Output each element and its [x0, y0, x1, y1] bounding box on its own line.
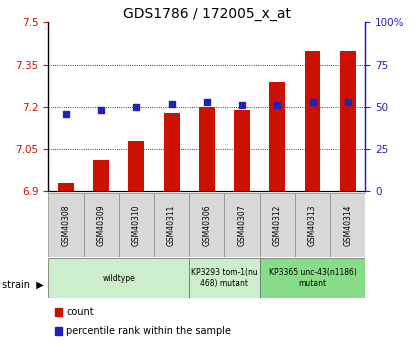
Bar — [260, 193, 295, 257]
Point — [274, 102, 281, 108]
Bar — [48, 258, 189, 298]
Text: GSM40310: GSM40310 — [132, 204, 141, 246]
Bar — [295, 193, 330, 257]
Point — [203, 99, 210, 105]
Text: GSM40312: GSM40312 — [273, 205, 282, 246]
Text: KP3365 unc-43(n1186)
mutant: KP3365 unc-43(n1186) mutant — [269, 268, 357, 288]
Point — [344, 99, 351, 105]
Bar — [234, 110, 250, 191]
Bar — [119, 193, 154, 257]
Text: GSM40311: GSM40311 — [167, 205, 176, 246]
Text: GSM40313: GSM40313 — [308, 204, 317, 246]
Title: GDS1786 / 172005_x_at: GDS1786 / 172005_x_at — [123, 7, 291, 21]
Bar — [330, 193, 365, 257]
Bar — [199, 107, 215, 191]
Bar — [58, 183, 74, 191]
Bar — [260, 258, 365, 298]
Point — [133, 104, 140, 110]
Text: strain  ▶: strain ▶ — [2, 280, 44, 289]
Bar — [189, 193, 224, 257]
Bar — [93, 160, 109, 191]
Text: GSM40314: GSM40314 — [343, 204, 352, 246]
Text: GSM40309: GSM40309 — [97, 204, 106, 246]
Text: GSM40308: GSM40308 — [61, 204, 71, 246]
Text: wildtype: wildtype — [102, 274, 135, 283]
Bar — [224, 193, 260, 257]
Bar — [304, 51, 320, 191]
Bar — [129, 141, 144, 191]
Bar — [48, 193, 84, 257]
Point — [309, 99, 316, 105]
Text: GSM40307: GSM40307 — [238, 204, 247, 246]
Text: count: count — [66, 307, 94, 317]
Bar — [269, 81, 285, 191]
Point — [98, 108, 105, 113]
Bar — [340, 51, 356, 191]
Point — [63, 111, 69, 117]
Bar — [154, 193, 189, 257]
Bar — [189, 258, 260, 298]
Text: GSM40306: GSM40306 — [202, 204, 211, 246]
Bar — [84, 193, 119, 257]
Point — [239, 102, 245, 108]
Text: percentile rank within the sample: percentile rank within the sample — [66, 326, 231, 336]
Bar — [164, 112, 179, 191]
Point — [168, 101, 175, 106]
Text: KP3293 tom-1(nu
468) mutant: KP3293 tom-1(nu 468) mutant — [191, 268, 258, 288]
